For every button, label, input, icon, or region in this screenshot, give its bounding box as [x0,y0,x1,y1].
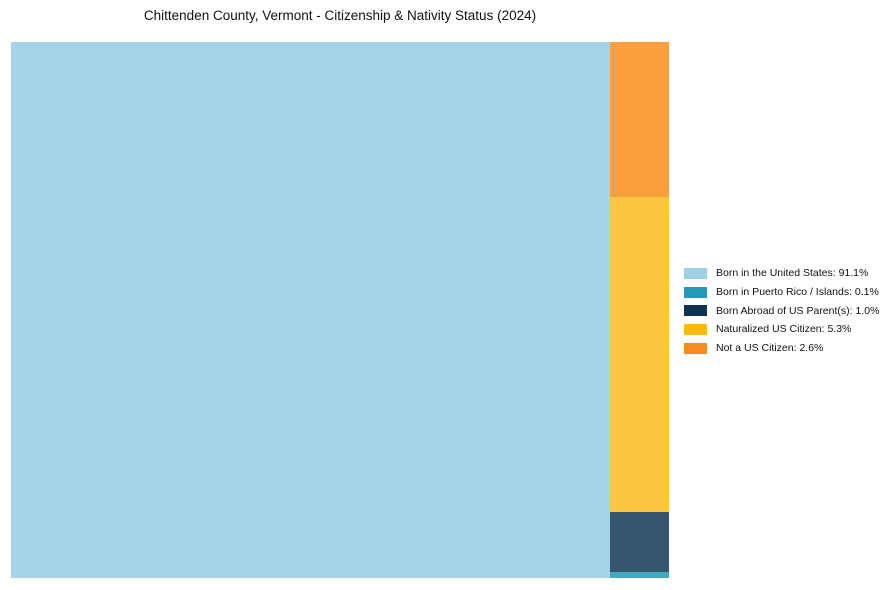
legend-swatch [684,323,707,335]
legend-swatch [684,267,707,279]
legend: Born in the United States: 91.1% Born in… [684,264,879,357]
legend-item-puerto-rico: Born in Puerto Rico / Islands: 0.1% [684,283,879,302]
legend-swatch [684,342,707,354]
legend-label: Born in the United States: 91.1% [716,267,869,280]
legend-item-naturalized: Naturalized US Citizen: 5.3% [684,320,879,339]
legend-label: Not a US Citizen: 2.6% [716,342,824,355]
treemap-column [609,42,669,578]
treemap [11,42,669,578]
treemap-cell-born-abroad [609,512,669,573]
treemap-cell-born-us [11,42,610,578]
legend-item-born-abroad: Born Abroad of US Parent(s): 1.0% [684,301,879,320]
legend-swatch [684,286,707,298]
chart-title: Chittenden County, Vermont - Citizenship… [143,8,537,23]
treemap-cell-not-citizen [609,42,669,197]
legend-label: Born Abroad of US Parent(s): 1.0% [716,304,880,317]
legend-label: Naturalized US Citizen: 5.3% [716,323,852,336]
treemap-cell-naturalized [609,196,669,513]
legend-item-born-us: Born in the United States: 91.1% [684,264,879,283]
treemap-cell-puerto-rico [609,572,669,578]
legend-item-not-citizen: Not a US Citizen: 2.6% [684,339,879,358]
legend-swatch [684,305,707,317]
legend-label: Born in Puerto Rico / Islands: 0.1% [716,286,879,299]
